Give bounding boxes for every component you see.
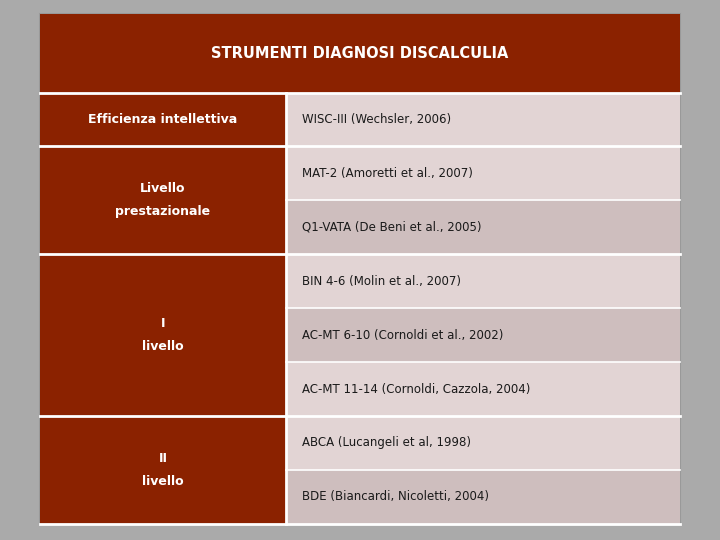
Bar	[40, 14, 680, 524]
Bar	[40, 416, 287, 524]
Bar	[40, 92, 287, 146]
Text: BDE (Biancardi, Nicoletti, 2004): BDE (Biancardi, Nicoletti, 2004)	[302, 490, 489, 503]
Bar	[40, 146, 287, 254]
Bar	[287, 416, 680, 470]
Bar	[287, 308, 680, 362]
Text: AC-MT 11-14 (Cornoldi, Cazzola, 2004): AC-MT 11-14 (Cornoldi, Cazzola, 2004)	[302, 382, 531, 395]
Bar	[287, 146, 680, 200]
Bar	[40, 14, 680, 92]
Bar	[287, 470, 680, 524]
Text: I
livello: I livello	[142, 317, 184, 353]
Text: MAT-2 (Amoretti et al., 2007): MAT-2 (Amoretti et al., 2007)	[302, 167, 473, 180]
Text: II
livello: II livello	[142, 452, 184, 488]
Bar	[287, 200, 680, 254]
Text: Q1-VATA (De Beni et al., 2005): Q1-VATA (De Beni et al., 2005)	[302, 221, 482, 234]
Text: STRUMENTI DIAGNOSI DISCALCULIA: STRUMENTI DIAGNOSI DISCALCULIA	[211, 45, 509, 60]
Bar	[287, 92, 680, 146]
Text: Livello
prestazionale: Livello prestazionale	[115, 183, 210, 218]
Bar	[287, 254, 680, 308]
Text: AC-MT 6-10 (Cornoldi et al., 2002): AC-MT 6-10 (Cornoldi et al., 2002)	[302, 329, 503, 342]
Text: WISC-III (Wechsler, 2006): WISC-III (Wechsler, 2006)	[302, 113, 451, 126]
Text: Efficienza intellettiva: Efficienza intellettiva	[89, 113, 238, 126]
Text: ABCA (Lucangeli et al, 1998): ABCA (Lucangeli et al, 1998)	[302, 436, 471, 449]
Text: BIN 4-6 (Molin et al., 2007): BIN 4-6 (Molin et al., 2007)	[302, 275, 461, 288]
Bar	[287, 362, 680, 416]
Bar	[40, 254, 287, 416]
